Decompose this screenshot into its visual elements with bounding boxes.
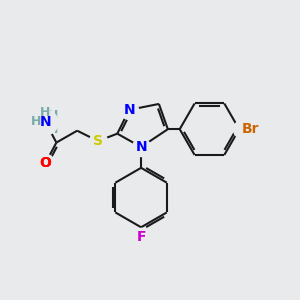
Text: H: H	[48, 109, 58, 122]
Text: H: H	[40, 106, 51, 119]
Text: O: O	[39, 156, 51, 170]
Text: N: N	[40, 115, 51, 129]
Text: F: F	[136, 230, 146, 244]
Text: H: H	[31, 115, 42, 128]
Text: S: S	[93, 134, 103, 148]
Text: N: N	[123, 103, 135, 117]
Text: O: O	[39, 156, 51, 170]
Text: H: H	[48, 123, 58, 136]
Text: N: N	[35, 115, 47, 129]
Text: Br: Br	[242, 122, 259, 136]
Text: N: N	[135, 140, 147, 154]
